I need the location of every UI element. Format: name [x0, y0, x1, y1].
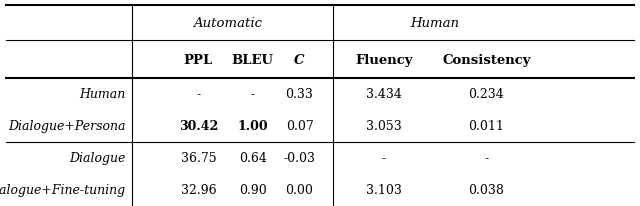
Text: -: - — [251, 88, 255, 101]
Text: 3.434: 3.434 — [366, 88, 402, 101]
Text: C: C — [294, 53, 305, 66]
Text: -: - — [484, 152, 488, 165]
Text: PPL: PPL — [184, 53, 213, 66]
Text: 30.42: 30.42 — [179, 120, 218, 133]
Text: Automatic: Automatic — [193, 17, 262, 30]
Text: Human: Human — [79, 88, 125, 101]
Text: 1.00: 1.00 — [237, 120, 268, 133]
Text: Fluency: Fluency — [355, 53, 413, 66]
Text: -0.03: -0.03 — [284, 152, 316, 165]
Text: -: - — [196, 88, 200, 101]
Text: 0.64: 0.64 — [239, 152, 267, 165]
Text: 0.038: 0.038 — [468, 184, 504, 197]
Text: 0.00: 0.00 — [285, 184, 314, 197]
Text: 3.103: 3.103 — [366, 184, 402, 197]
Text: Consistency: Consistency — [442, 53, 531, 66]
Text: -: - — [382, 152, 386, 165]
Text: 0.011: 0.011 — [468, 120, 504, 133]
Text: 0.33: 0.33 — [285, 88, 314, 101]
Text: 0.234: 0.234 — [468, 88, 504, 101]
Text: Human: Human — [411, 17, 460, 30]
Text: 0.07: 0.07 — [285, 120, 314, 133]
Text: Dialogue+Persona: Dialogue+Persona — [8, 120, 125, 133]
Text: 0.90: 0.90 — [239, 184, 267, 197]
Text: BLEU: BLEU — [232, 53, 274, 66]
Text: Dialogue: Dialogue — [69, 152, 125, 165]
Text: 32.96: 32.96 — [180, 184, 216, 197]
Text: Dialogue+Fine-tuning: Dialogue+Fine-tuning — [0, 184, 125, 197]
Text: 3.053: 3.053 — [366, 120, 402, 133]
Text: 36.75: 36.75 — [180, 152, 216, 165]
